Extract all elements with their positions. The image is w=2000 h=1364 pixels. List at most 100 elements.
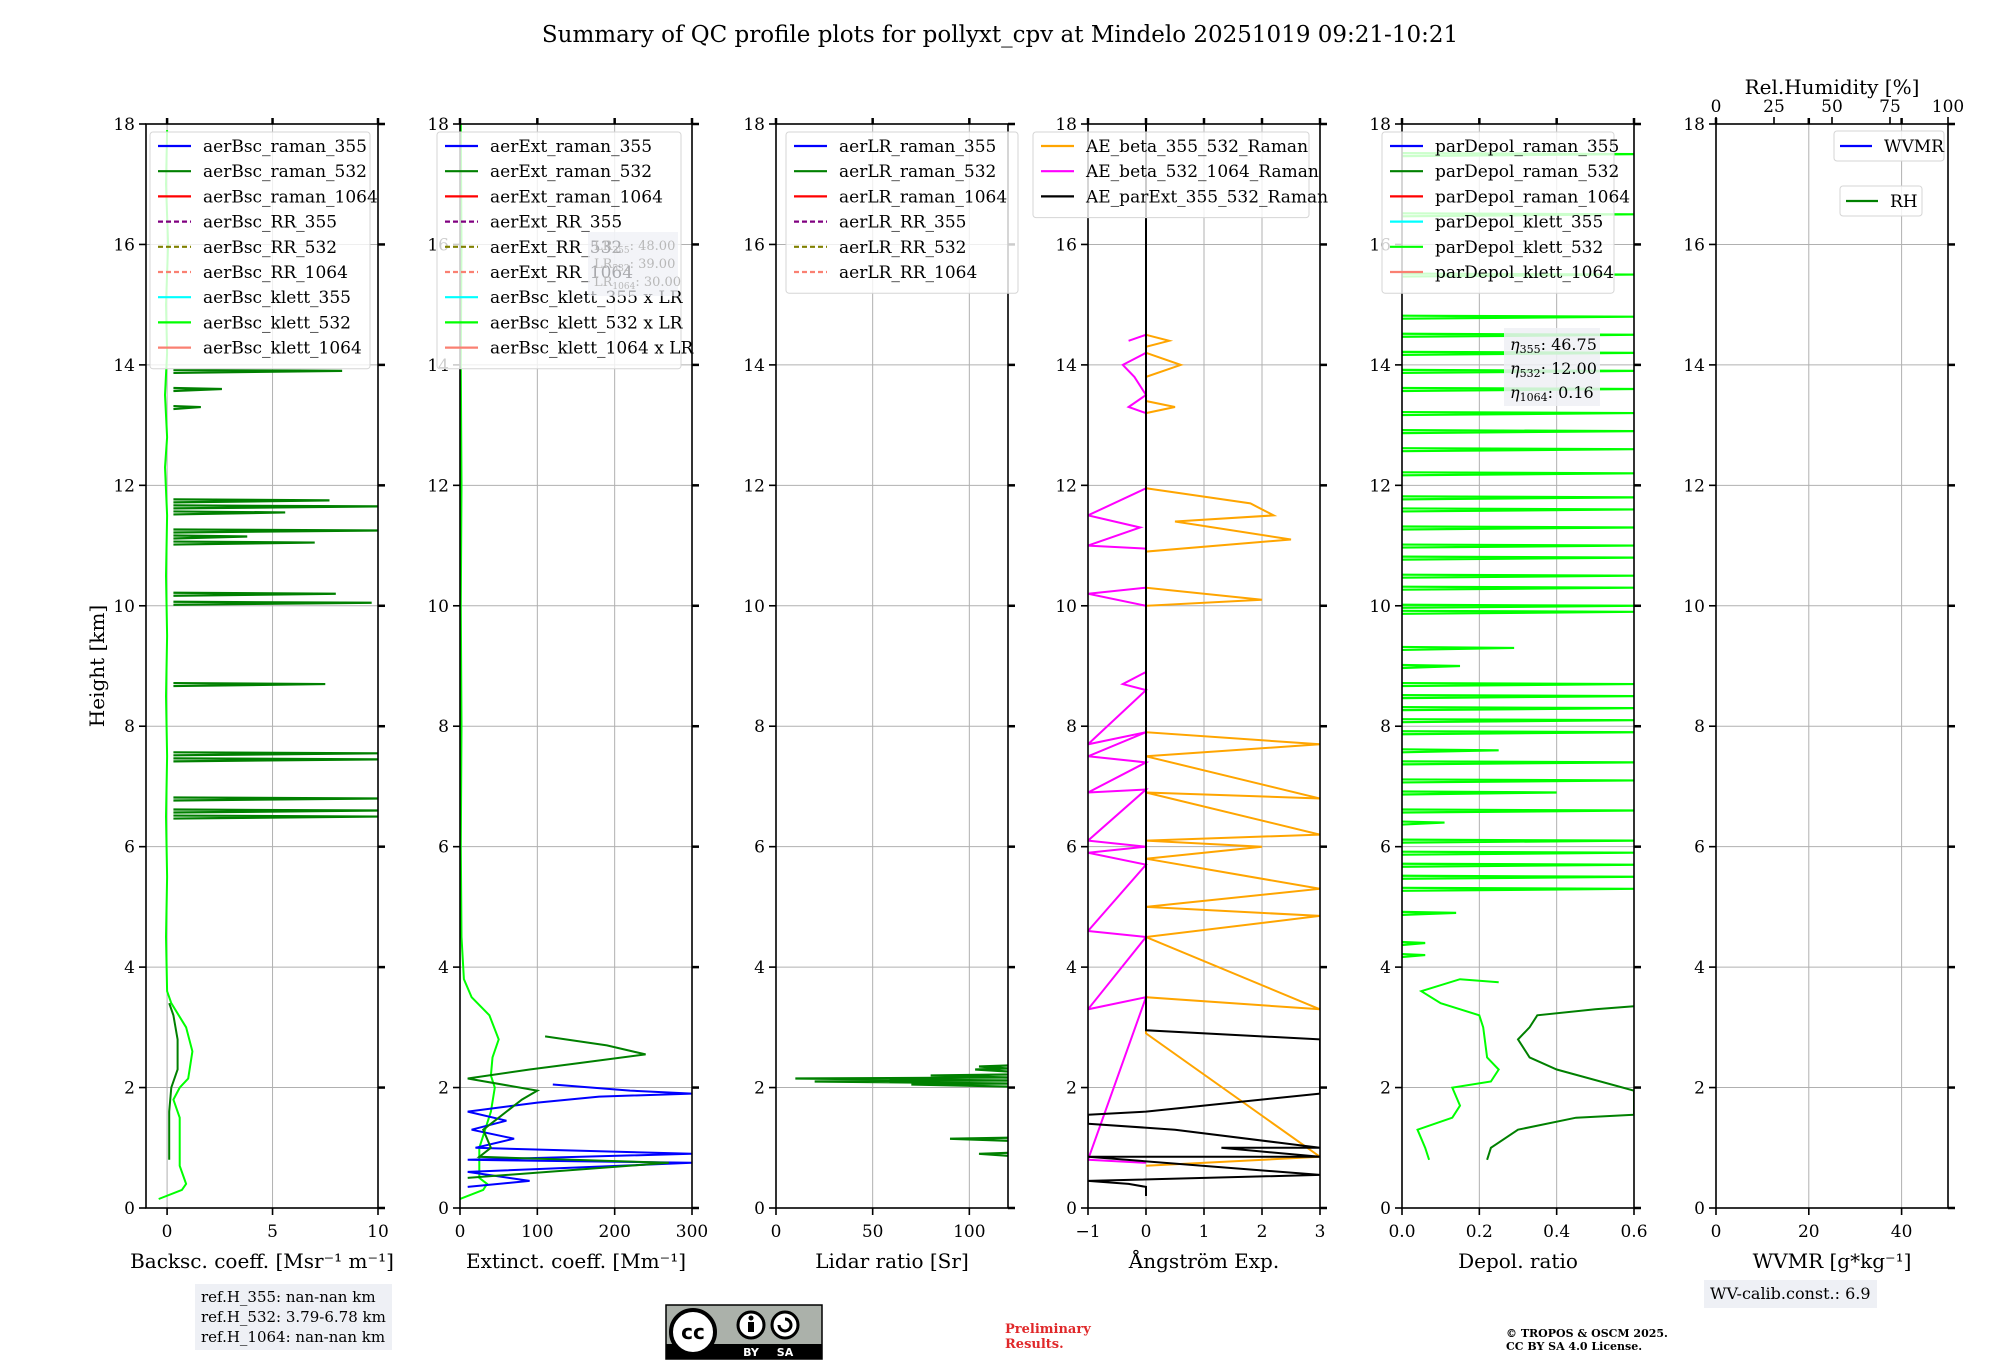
panel-bsc: 0 5 10 0 2 4 6 8 10 12 14 16 18 Backsc. coeff. [Msr⁻¹… (113, 115, 394, 1273)
legend-label: parDepol_klett_355 (1435, 213, 1603, 233)
y-tick-label: 10 (427, 597, 449, 617)
legend-wv-1: RH (1839, 185, 1923, 217)
legend-box (1032, 131, 1310, 219)
series-aerLR_raman_532-spike (949, 1136, 1008, 1142)
series-parDepol_klett_532_noise-spike (1402, 862, 1634, 868)
series-parDepol_klett_532_noise-spike (1402, 471, 1634, 477)
series-aerBsc_raman_532_spikes-spike (173, 757, 378, 763)
cc-text: cc (681, 1320, 705, 1344)
series-parDepol_klett_532_noise-spike (1402, 838, 1634, 844)
y-tick-label: 12 (1055, 476, 1077, 496)
x-tick-label: 0.4 (1543, 1222, 1570, 1242)
series-parDepol_klett_532_noise-spike (1402, 573, 1634, 579)
lidar-ratio-532: LR532: 39.00 (594, 257, 675, 274)
series-aerBsc_klett_532 (158, 129, 194, 1200)
axes-frame (1715, 123, 1949, 1209)
y-tick-label: 8 (1380, 717, 1391, 737)
legend-box (436, 131, 682, 370)
series-parDepol_klett_532_noise-spike (1402, 694, 1634, 700)
y-tick-label: 10 (743, 597, 765, 617)
y-tick-label: 0 (754, 1199, 765, 1219)
series-AE_beta_355_532_Raman (1142, 333, 1320, 1167)
series-aerBsc_raman_532_spikes-spike (173, 368, 343, 375)
series-parDepol_klett_532_noise-spike (1402, 525, 1634, 531)
series-aerBsc_raman_532_spikes-spike (173, 808, 378, 814)
legend-box (1381, 131, 1615, 294)
series-parDepol_klett_532_noise-spike (1402, 645, 1515, 652)
series-parDepol_klett_532_noise-spike (1402, 790, 1557, 796)
x2-axis-label: Rel.Humidity [%] (1745, 75, 1920, 99)
legend-label: aerBsc_klett_1064 (203, 339, 362, 359)
legend-label: AE_parExt_355_532_Raman (1085, 187, 1328, 207)
y-axis-label: Height [km] (85, 605, 109, 727)
y-tick-label: 6 (754, 838, 765, 858)
x-axis-label: Depol. ratio (1458, 1249, 1578, 1273)
legend-label: aerLR_raman_1064 (839, 187, 1007, 207)
cc-by-sa-license-badge: cc BY SA (665, 1304, 823, 1364)
series-aerLR_raman_532-spike (978, 1064, 1008, 1070)
series-aerBsc_raman_532 (168, 1002, 179, 1160)
x-tick-label: −1 (1075, 1222, 1100, 1242)
panel-lr: 0 50 100 0 2 4 6 8 10 12 14 16 18 Lidar ratio [Sr] aer… (743, 115, 1019, 1273)
y-tick-label: 2 (1694, 1079, 1705, 1099)
series-parDepol_klett_532_noise-spike (1402, 718, 1634, 724)
x2-tick-label: 0 (1711, 97, 1722, 117)
x-tick-label: 100 (953, 1222, 985, 1242)
y-tick-label: 6 (438, 838, 449, 858)
series-parDepol_klett_532_noise-spike (1402, 507, 1634, 513)
ref-height-1064: ref.H_1064: nan-nan km (201, 1328, 386, 1346)
data-area (1402, 152, 1634, 1161)
x-axis-label: WVMR [g*kg⁻¹] (1753, 1249, 1912, 1273)
series-aerBsc_raman_532_spikes-spike (173, 751, 378, 757)
y-tick-label: 6 (124, 838, 135, 858)
y-tick-label: 16 (743, 235, 765, 255)
legend-label: aerBsc_raman_355 (203, 137, 367, 157)
series-parDepol_klett_532_noise-spike (1402, 663, 1461, 670)
legend-bsc: aerBsc_raman_355 aerBsc_raman_532 aerBsc_r… (149, 131, 378, 370)
y-tick-label: 12 (1683, 476, 1705, 496)
series-aerBsc_raman_532_spikes-spike (173, 814, 378, 820)
x-tick-label: 0 (162, 1222, 173, 1242)
y-tick-label: 6 (1066, 838, 1077, 858)
series-parDepol_klett_532_noise-spike (1402, 940, 1426, 947)
series-parDepol_klett_532_noise-spike (1402, 910, 1457, 917)
y-tick-label: 18 (1369, 115, 1391, 135)
copyright-line-2: CC BY SA 4.0 License. (1506, 1340, 1643, 1353)
series-parDepol_klett_532_noise-spike (1402, 350, 1634, 356)
x-tick-label: 0 (1711, 1222, 1722, 1242)
legend-label: parDepol_raman_1064 (1435, 187, 1630, 207)
copyright-note: © TROPOS & OSCM 2025. CC BY SA 4.0 Licen… (1506, 1327, 1668, 1353)
series-aerBsc_raman_532_spikes-spike (173, 386, 222, 393)
series-aerLR_raman_532-spike (930, 1073, 1008, 1079)
y-tick-label: 8 (124, 717, 135, 737)
legend-label: parDepol_raman_532 (1435, 162, 1619, 182)
y-tick-label: 8 (1694, 717, 1705, 737)
series-AE_parExt_355_532_Raman (1088, 124, 1320, 1196)
x-tick-label: 0.6 (1620, 1222, 1647, 1242)
ref-height-355: ref.H_355: nan-nan km (201, 1288, 376, 1306)
preliminary-line-2: Results. (1005, 1337, 1064, 1352)
series-aerBsc_raman_532_spikes-spike (173, 510, 286, 516)
x-tick-label: 50 (862, 1222, 884, 1242)
y-tick-label: 16 (1683, 235, 1705, 255)
x-tick-label: 40 (1891, 1222, 1913, 1242)
series-aerBsc_klett_532 x LR (460, 124, 500, 1200)
x-tick-label: 2 (1257, 1222, 1268, 1242)
figure-title: Summary of QC profile plots for pollyxt_… (541, 22, 1459, 48)
legend-box (149, 131, 371, 370)
legend-label: RH (1890, 192, 1918, 212)
series-parDepol_klett_532 (1416, 978, 1500, 1161)
legend-label: aerBsc_klett_532 x LR (490, 313, 684, 333)
legend-ext: aerExt_raman_355 aerExt_raman_532 aerExt_r… (436, 131, 694, 370)
series-aerBsc_raman_532_spikes-spike (173, 528, 378, 534)
y-tick-label: 8 (1066, 717, 1077, 737)
y-tick-label: 10 (1683, 597, 1705, 617)
series-parDepol_klett_532_noise-spike (1402, 748, 1499, 754)
series-aerExt_raman_532 (467, 1035, 669, 1179)
legend-label: aerBsc_klett_355 (203, 288, 351, 308)
series-parDepol_klett_532_noise-spike (1402, 555, 1634, 561)
eta-box-bg (1504, 328, 1600, 406)
x-tick-label: 100 (521, 1222, 553, 1242)
